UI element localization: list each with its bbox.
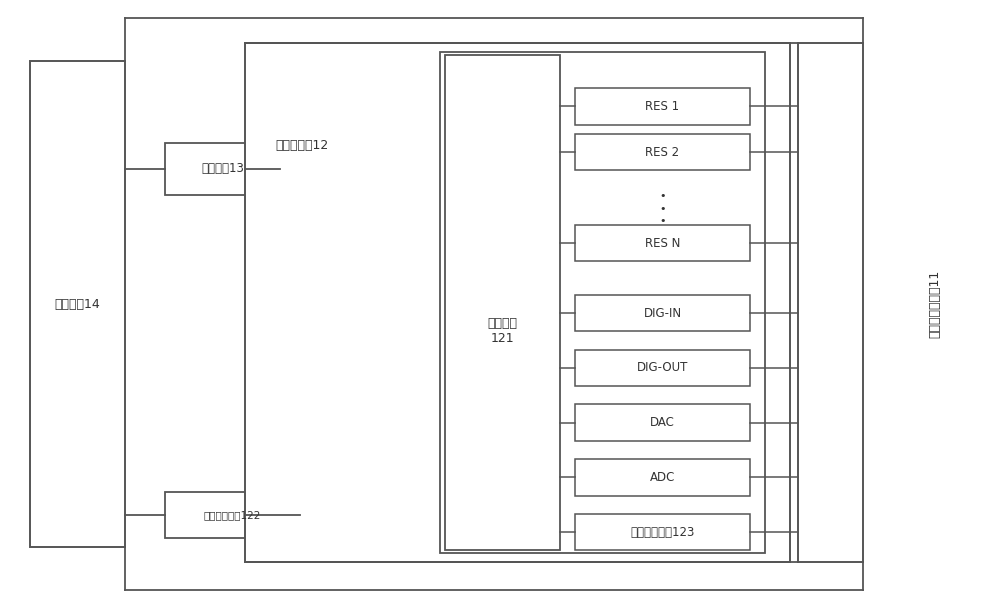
Bar bbox=[165, 143, 280, 195]
Text: 嵌入式装置12: 嵌入式装置12 bbox=[275, 139, 328, 153]
Text: RES N: RES N bbox=[645, 237, 680, 250]
Bar bbox=[245, 43, 790, 562]
Bar bbox=[575, 514, 750, 550]
Text: RES 2: RES 2 bbox=[645, 145, 680, 159]
Text: 第一通信模块122: 第一通信模块122 bbox=[204, 510, 261, 520]
Text: 程控电源13: 程控电源13 bbox=[201, 162, 244, 175]
Text: DIG-IN: DIG-IN bbox=[643, 306, 682, 320]
Text: DIG-OUT: DIG-OUT bbox=[637, 361, 688, 375]
Bar bbox=[798, 43, 863, 562]
Bar bbox=[575, 459, 750, 496]
Bar bbox=[575, 350, 750, 386]
Bar bbox=[575, 88, 750, 125]
Text: 待测试车载空调11: 待测试车载空调11 bbox=[928, 270, 942, 338]
Bar bbox=[575, 134, 750, 170]
Text: 第二通信模块123: 第二通信模块123 bbox=[630, 525, 695, 539]
Text: ADC: ADC bbox=[650, 471, 675, 484]
Text: •: • bbox=[659, 192, 666, 201]
Text: •: • bbox=[659, 216, 666, 226]
Bar bbox=[30, 61, 125, 547]
Bar bbox=[575, 295, 750, 331]
Text: 测试主机14: 测试主机14 bbox=[55, 297, 100, 311]
Bar bbox=[440, 52, 765, 553]
Bar bbox=[165, 492, 300, 538]
Text: DAC: DAC bbox=[650, 416, 675, 429]
Text: 主控模块
121: 主控模块 121 bbox=[487, 317, 518, 345]
Text: RES 1: RES 1 bbox=[645, 100, 680, 113]
Text: •: • bbox=[659, 204, 666, 213]
Bar bbox=[575, 404, 750, 441]
Bar bbox=[575, 225, 750, 261]
Bar bbox=[445, 55, 560, 550]
